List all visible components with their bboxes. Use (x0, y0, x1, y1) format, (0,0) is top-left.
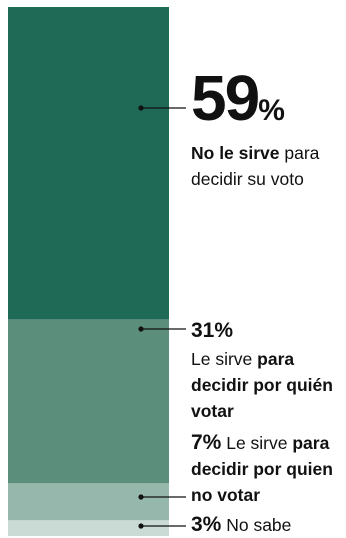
desc-plain-le-sirve: Le sirve (191, 349, 258, 369)
desc-plain-no-sabe: No sabe (221, 515, 292, 535)
label-no-sabe: 3% No sabe (191, 512, 343, 538)
percent-sign: % (258, 94, 285, 127)
leader-dot-59 (138, 105, 144, 111)
label-no-le-sirve: 59% No le sirve para decidir su voto (191, 66, 343, 192)
leader-dot-31 (138, 326, 144, 332)
value-label-31: 31% (191, 319, 234, 342)
value-label-59: 59 (191, 62, 260, 134)
label-le-sirve-no-votar: 7% Le sirve para decidir por quien no vo… (191, 430, 343, 508)
label-le-sirve-votar: 31% Le sirve para decidir por quién vota… (191, 318, 343, 424)
value-label-3: 3% (191, 513, 222, 536)
desc-plain-le-sirve-2: Le sirve (221, 433, 293, 453)
leader-dot-3 (138, 523, 144, 529)
leader-dot-7 (138, 494, 144, 500)
desc-rest-no-le-sirve: para decidir su voto (191, 143, 320, 189)
value-label-7: 7% (191, 431, 222, 454)
bar-segment-59 (8, 7, 169, 320)
bar-segment-3 (8, 520, 169, 536)
bar-segment-31 (8, 319, 169, 484)
bar-segment-7 (8, 483, 169, 521)
desc-bold-no-le-sirve: No le sirve (191, 143, 280, 163)
desc-bold-para-decidir-por-quien-no-votar: para decidir por quien no votar (191, 433, 333, 505)
desc-bold-para-decidir-por-quien-votar: para decidir por quién votar (191, 349, 333, 421)
